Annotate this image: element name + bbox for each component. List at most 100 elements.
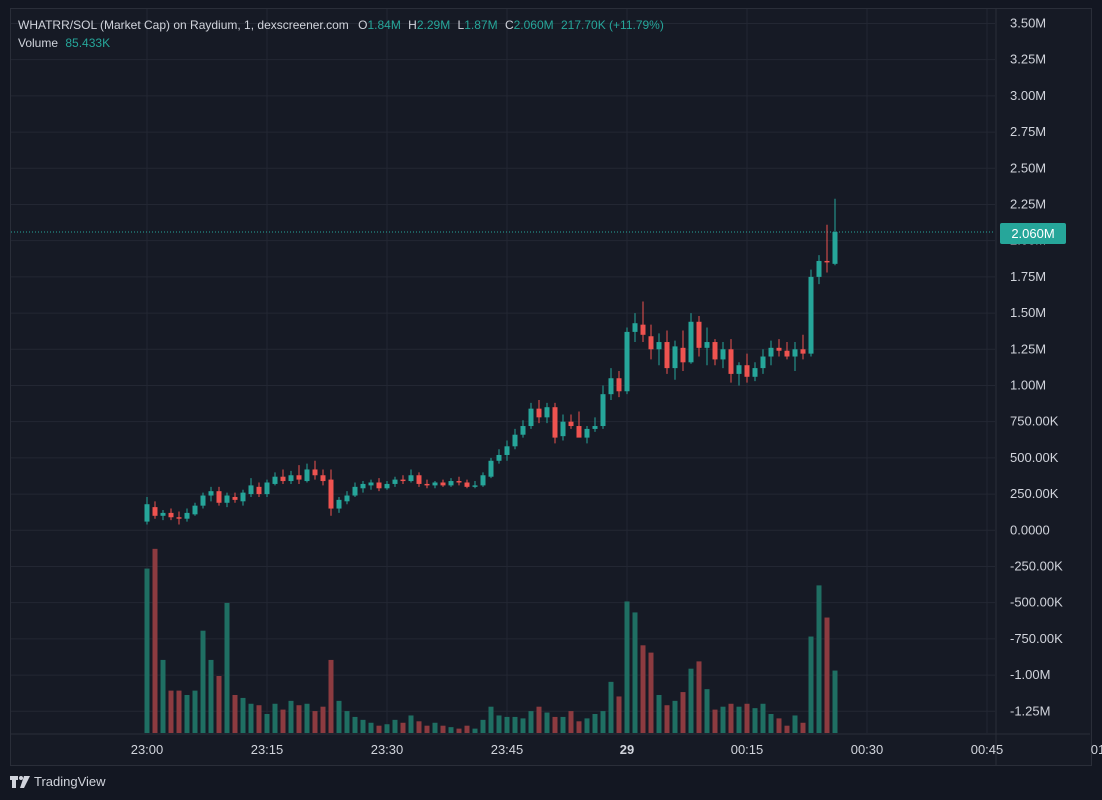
candle-body xyxy=(408,475,414,482)
candle-body xyxy=(664,342,670,369)
y-tick-label: -250.00K xyxy=(1010,558,1063,573)
candle-body xyxy=(440,482,446,486)
candle-body xyxy=(608,378,614,395)
close-value: 2.060M xyxy=(513,18,554,32)
legend-volume: Volume 85.433K xyxy=(18,36,110,50)
candle-body xyxy=(304,469,310,482)
x-tick-label: 23:15 xyxy=(251,742,284,757)
candle-body xyxy=(672,346,678,369)
grid-lines xyxy=(11,9,1090,765)
volume-bar xyxy=(544,712,550,733)
volume-bar xyxy=(496,715,502,733)
candle-body xyxy=(800,349,806,354)
candle-body xyxy=(248,485,254,495)
candle-body xyxy=(640,324,646,335)
volume-bar xyxy=(648,652,654,733)
x-tick-label: 23:30 xyxy=(371,742,404,757)
candle-body xyxy=(328,479,334,509)
volume-bar xyxy=(232,695,238,733)
candle-body xyxy=(592,426,598,429)
candle-body xyxy=(784,350,790,357)
volume-bar xyxy=(712,709,718,733)
open-value: 1.84M xyxy=(367,18,401,32)
candle-body xyxy=(280,476,286,482)
candle-body xyxy=(272,476,278,484)
volume-bar xyxy=(504,716,510,733)
candle-body xyxy=(496,454,502,461)
volume-bar xyxy=(480,719,486,733)
volume-bar xyxy=(472,728,478,733)
candle-body xyxy=(472,485,478,487)
volume-bar xyxy=(688,668,694,733)
y-tick-label: 1.50M xyxy=(1010,305,1046,320)
candle-body xyxy=(528,408,534,427)
candle-body xyxy=(688,321,694,363)
volume-bar xyxy=(536,706,542,733)
volume-bar xyxy=(376,725,382,733)
volume-bar xyxy=(584,718,590,733)
candle-body xyxy=(768,347,774,357)
chart-frame xyxy=(10,8,1092,766)
volume-bar xyxy=(800,722,806,733)
candle-body xyxy=(616,378,622,392)
volume-bar xyxy=(744,703,750,733)
candle-body xyxy=(376,482,382,489)
volume-bar xyxy=(280,709,286,733)
candle-body xyxy=(776,347,782,351)
volume-bar xyxy=(640,645,646,733)
candle-body xyxy=(624,331,630,392)
volume-bar xyxy=(816,585,822,733)
volume-bar xyxy=(320,706,326,733)
candle-body xyxy=(384,483,390,489)
volume-bar xyxy=(736,706,742,733)
candle-body xyxy=(656,342,662,350)
candle-body xyxy=(392,479,398,484)
volume-bar xyxy=(680,692,686,733)
candle-body xyxy=(224,495,230,503)
candle-body xyxy=(456,481,462,483)
volume-bar xyxy=(576,721,582,733)
volume-bar xyxy=(208,659,214,733)
candle-body xyxy=(720,349,726,360)
y-tick-label: -1.25M xyxy=(1010,703,1050,718)
candle-body xyxy=(600,394,606,427)
volume-bar xyxy=(304,703,310,733)
y-tick-label: 2.25M xyxy=(1010,196,1046,211)
volume-bar xyxy=(728,703,734,733)
volume-bar xyxy=(216,676,222,733)
x-tick-label: 23:00 xyxy=(131,742,164,757)
candle-body xyxy=(728,349,734,374)
y-tick-label: -1.00M xyxy=(1010,667,1050,682)
candle-body xyxy=(320,475,326,482)
volume-bar xyxy=(488,706,494,733)
low-value: 1.87M xyxy=(464,18,498,32)
candle-body xyxy=(552,407,558,438)
candle-body xyxy=(568,421,574,427)
x-tick-label: 00:30 xyxy=(851,742,884,757)
candle-body xyxy=(240,492,246,502)
volume-bar xyxy=(512,716,518,733)
volume-bar xyxy=(424,725,430,733)
volume-bar xyxy=(776,718,782,733)
candle-body xyxy=(576,426,582,438)
candles xyxy=(144,198,838,525)
candle-body xyxy=(296,475,302,480)
volume-bar xyxy=(408,715,414,733)
volume-bar xyxy=(384,724,390,733)
candle-body xyxy=(152,507,158,516)
volume-bar xyxy=(520,718,526,733)
y-tick-label: 1.75M xyxy=(1010,269,1046,284)
candle-body xyxy=(792,349,798,357)
candle-body xyxy=(176,517,182,519)
y-tick-label: 2.75M xyxy=(1010,124,1046,139)
high-label: H xyxy=(408,18,417,32)
candle-body xyxy=(512,434,518,447)
volume-bar xyxy=(224,602,230,733)
high-value: 2.29M xyxy=(416,18,451,32)
volume-bar xyxy=(312,711,318,733)
volume-bar xyxy=(248,703,254,733)
candle-body xyxy=(760,356,766,369)
volume-bar xyxy=(368,722,374,733)
footer-brand[interactable]: TradingView xyxy=(10,774,106,789)
